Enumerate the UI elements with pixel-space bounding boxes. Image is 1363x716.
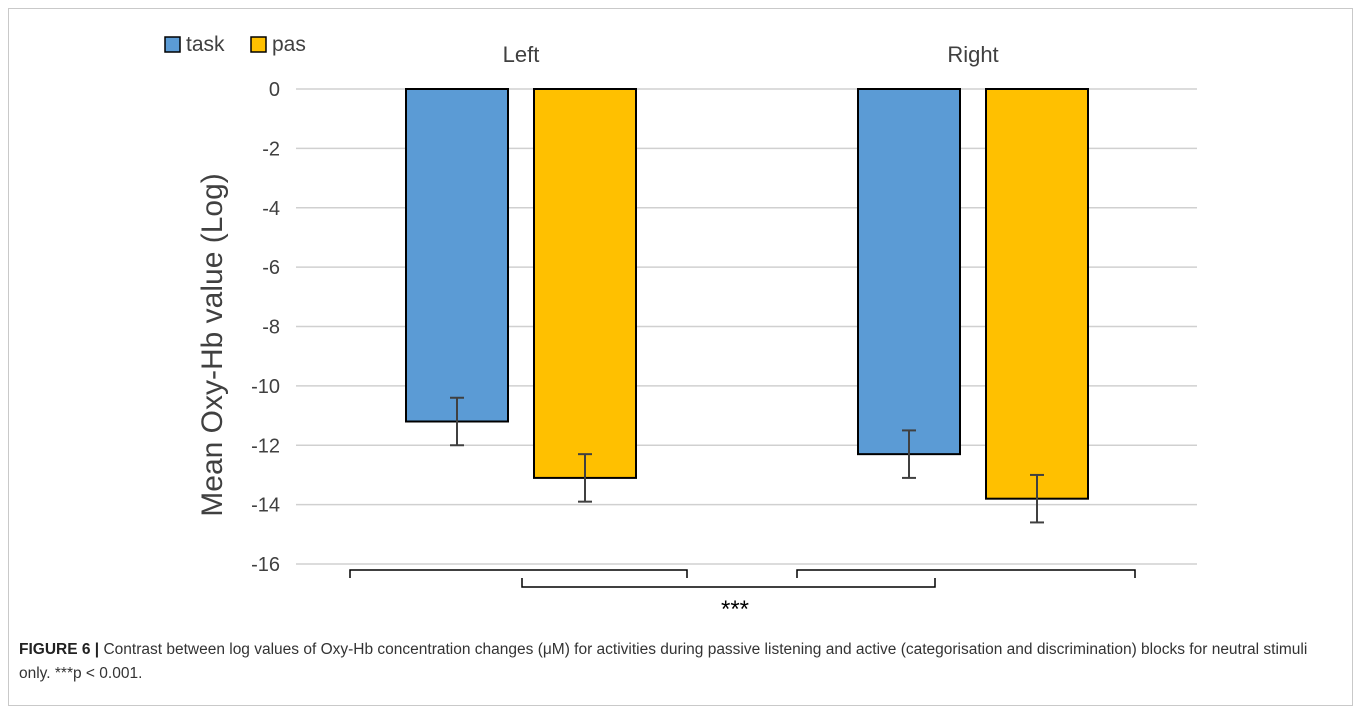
- y-axis-ticks: 0 -2 -4 -6 -8 -10 -12 -14 -16: [251, 79, 280, 576]
- bars: [405, 88, 1089, 500]
- y-axis-label: Mean Oxy-Hb value (Log): [196, 173, 229, 516]
- legend-label-task: task: [186, 33, 225, 56]
- bracket-left: [349, 569, 688, 578]
- bar-chart: 0 -2 -4 -6 -8 -10 -12 -14 -16 Mean Oxy-Hb value …: [164, 33, 1197, 623]
- significance-brackets: [349, 569, 1136, 588]
- y-tick-label: -10: [251, 376, 280, 398]
- category-label: Right: [947, 42, 998, 67]
- bar-pas-left: [533, 88, 637, 479]
- legend-label-pas: pas: [272, 33, 306, 56]
- category-labels: Left Right: [503, 42, 999, 67]
- legend-swatch-pas: [250, 36, 267, 53]
- figure-caption: FIGURE 6 | Contrast between log values o…: [19, 638, 1339, 686]
- y-tick-label: -8: [262, 317, 280, 339]
- category-label: Left: [503, 42, 540, 67]
- y-tick-label: -4: [262, 198, 280, 220]
- bar-task-left: [405, 88, 509, 423]
- caption-label: FIGURE 6 |: [19, 641, 100, 658]
- y-tick-label: -6: [262, 257, 280, 279]
- y-tick-label: 0: [269, 79, 280, 101]
- caption-text: Contrast between log values of Oxy-Hb co…: [19, 641, 1308, 682]
- bracket-right: [796, 569, 1136, 578]
- bar-pas-right: [985, 88, 1089, 500]
- y-tick-label: -12: [251, 435, 280, 457]
- y-tick-label: -2: [262, 138, 280, 160]
- legend-swatch-task: [164, 36, 181, 53]
- bracket-comparison: [521, 578, 936, 588]
- significance-label: ***: [721, 596, 749, 623]
- figure-frame: [8, 8, 1353, 706]
- error-bars: [450, 396, 1044, 524]
- bar-task-right: [857, 88, 961, 456]
- y-tick-label: -16: [251, 554, 280, 576]
- y-tick-label: -14: [251, 495, 280, 517]
- legend: task pas: [164, 33, 306, 56]
